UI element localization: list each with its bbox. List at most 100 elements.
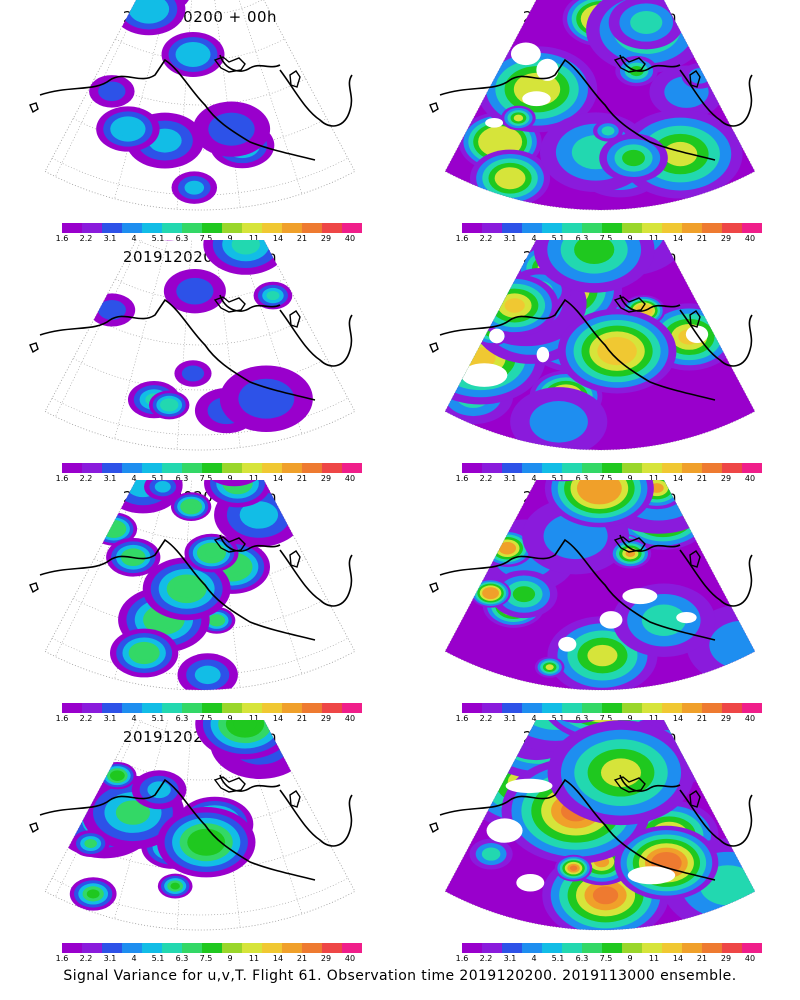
- variance-map: [429, 720, 756, 931]
- colorbar-tick-label: 4: [131, 714, 137, 723]
- colorbar-swatch: [522, 943, 542, 953]
- colorbar-ticks: 1.6 2.2 3.1 4 5.1 6.3 7.5 9 11 14 21 29 40: [452, 714, 772, 724]
- colorbar-swatch: [322, 943, 342, 953]
- colorbar-swatch: [322, 463, 342, 473]
- colorbar-tick-label: 3.1: [103, 234, 117, 243]
- colorbar-swatch: [602, 463, 622, 473]
- forecast-panel: 2019120200 + 72h1.62.23.145.16.37.591114…: [400, 480, 800, 723]
- colorbar-swatch: [342, 943, 362, 953]
- colorbar-swatch: [722, 703, 742, 713]
- colorbar-swatch: [222, 223, 242, 233]
- colorbar-swatch: [102, 463, 122, 473]
- colorbar-tick-label: 9: [227, 474, 233, 483]
- forecast-panel: 2019120200 + 24h1.62.23.145.16.37.591114…: [0, 480, 400, 723]
- colorbar-tick-label: 29: [720, 714, 732, 723]
- colorbar-tick-label: 7.5: [199, 714, 213, 723]
- colorbar-tick-label: 11: [648, 474, 660, 483]
- colorbar-tick-label: 6.3: [175, 714, 189, 723]
- colorbar-swatch: [742, 703, 762, 713]
- colorbar-swatch: [482, 463, 502, 473]
- colorbar-tick-label: 14: [672, 714, 684, 723]
- colorbar-tick-label: 7.5: [599, 954, 613, 963]
- colorbar-tick-label: 9: [627, 714, 633, 723]
- colorbar-swatch: [502, 943, 522, 953]
- colorbar-tick-label: 5.1: [551, 234, 565, 243]
- colorbar-swatch: [582, 463, 602, 473]
- colorbar-tick-label: 9: [627, 954, 633, 963]
- colorbar-tick-label: 11: [248, 714, 260, 723]
- colorbar-tick-label: 1.6: [455, 234, 469, 243]
- colorbar-swatch: [102, 943, 122, 953]
- colorbar-tick-label: 14: [672, 234, 684, 243]
- colorbar-swatch: [702, 463, 722, 473]
- colorbar-tick-label: 4: [531, 714, 537, 723]
- colorbar-tick-label: 1.6: [455, 954, 469, 963]
- colorbar-swatch: [242, 223, 262, 233]
- colorbar-tick-label: 14: [272, 714, 284, 723]
- colorbar-tick-label: 29: [320, 234, 332, 243]
- colorbar-swatch: [142, 943, 162, 953]
- colorbar-tick-label: 21: [696, 234, 708, 243]
- colorbar-tick-label: 14: [272, 234, 284, 243]
- colorbar-tick-label: 2.2: [479, 474, 493, 483]
- colorbar-swatch: [202, 463, 222, 473]
- colorbar-swatch: [682, 703, 702, 713]
- forecast-panel: 2019120200 + 60h1.62.23.145.16.37.591114…: [400, 240, 800, 483]
- colorbar-swatch: [602, 943, 622, 953]
- colorbar-tick-label: 6.3: [575, 234, 589, 243]
- colorbar-swatch: [122, 223, 142, 233]
- colorbar-swatch: [542, 703, 562, 713]
- colorbar-swatch: [722, 463, 742, 473]
- colorbar-swatch: [162, 943, 182, 953]
- colorbar-tick-label: 2.2: [479, 714, 493, 723]
- colorbar-swatch: [322, 703, 342, 713]
- colorbar-tick-label: 21: [296, 474, 308, 483]
- colorbar-swatch: [182, 703, 202, 713]
- colorbar-tick-label: 5.1: [151, 474, 165, 483]
- colorbar-tick-label: 1.6: [455, 714, 469, 723]
- colorbar-swatch: [262, 703, 282, 713]
- colorbar-swatch: [102, 223, 122, 233]
- colorbar-swatch: [222, 943, 242, 953]
- colorbar-tick-label: 2.2: [479, 954, 493, 963]
- colorbar-tick-label: 2.2: [79, 234, 93, 243]
- colorbar-swatch: [182, 943, 202, 953]
- colorbar-tick-label: 29: [320, 954, 332, 963]
- colorbar-tick-label: 5.1: [551, 474, 565, 483]
- colorbar-tick-label: 6.3: [175, 234, 189, 243]
- colorbar-tick-label: 1.6: [55, 234, 69, 243]
- colorbar-swatch: [742, 943, 762, 953]
- colorbar-tick-label: 6.3: [575, 474, 589, 483]
- colorbar-tick-label: 11: [248, 474, 260, 483]
- colorbar-tick-label: 21: [696, 954, 708, 963]
- colorbar-swatch: [82, 703, 102, 713]
- colorbar-swatch: [202, 703, 222, 713]
- colorbar-swatch: [522, 703, 542, 713]
- colorbar-swatch: [662, 943, 682, 953]
- colorbar-swatch: [482, 703, 502, 713]
- colorbar-tick-label: 14: [272, 474, 284, 483]
- colorbar-tick-label: 2.2: [79, 954, 93, 963]
- colorbar: [62, 943, 362, 953]
- colorbar-swatch: [242, 703, 262, 713]
- colorbar-tick-label: 4: [531, 234, 537, 243]
- colorbar-tick-label: 29: [720, 954, 732, 963]
- colorbar-swatch: [182, 463, 202, 473]
- colorbar: [462, 223, 762, 233]
- colorbar-swatch: [562, 943, 582, 953]
- colorbar-swatch: [502, 703, 522, 713]
- colorbar-swatch: [282, 943, 302, 953]
- colorbar-swatch: [202, 223, 222, 233]
- colorbar-swatch: [622, 703, 642, 713]
- colorbar-tick-label: 6.3: [575, 714, 589, 723]
- colorbar-tick-label: 4: [131, 954, 137, 963]
- colorbar-swatch: [142, 703, 162, 713]
- colorbar-swatch: [562, 463, 582, 473]
- colorbar-swatch: [262, 463, 282, 473]
- forecast-panel: 2019120200 + 36h1.62.23.145.16.37.591114…: [0, 720, 400, 963]
- colorbar-tick-label: 11: [248, 234, 260, 243]
- colorbar-tick-label: 2.2: [79, 714, 93, 723]
- colorbar-tick-label: 5.1: [151, 954, 165, 963]
- colorbar-swatch: [122, 703, 142, 713]
- colorbar-swatch: [522, 223, 542, 233]
